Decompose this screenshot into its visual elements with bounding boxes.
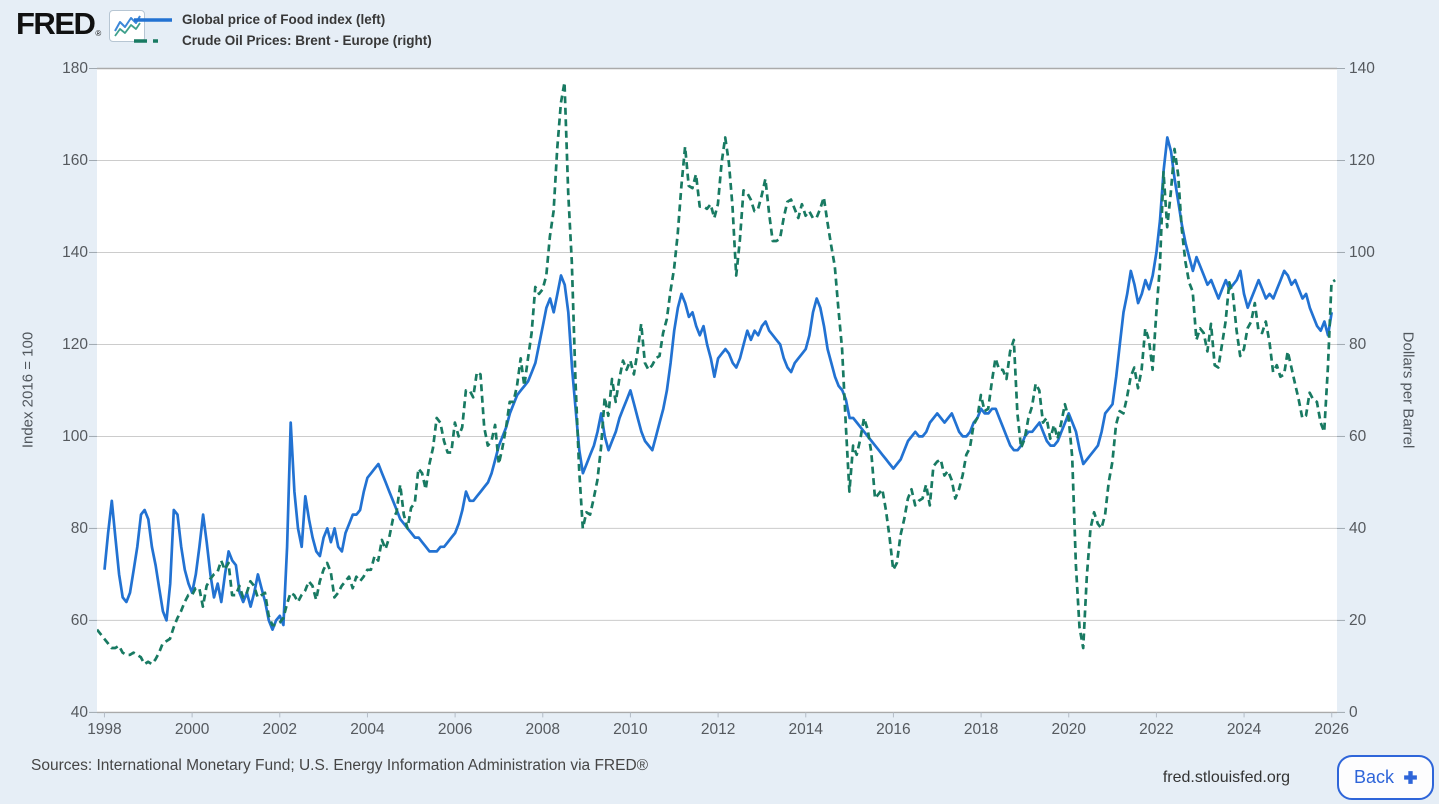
y-axis-left-tick-label: 120 bbox=[62, 335, 88, 353]
x-axis-tick-label: 1998 bbox=[87, 721, 122, 738]
y-axis-right-tick-label: 60 bbox=[1349, 427, 1367, 445]
y-axis-right-tick-label: 20 bbox=[1349, 611, 1367, 629]
y-axis-right-tick-label: 100 bbox=[1349, 243, 1375, 261]
back-button-label: Back bbox=[1353, 767, 1394, 787]
sources-text: Sources: International Monetary Fund; U.… bbox=[31, 757, 649, 774]
x-axis-tick-label: 2022 bbox=[1139, 721, 1174, 738]
x-axis-tick-label: 2012 bbox=[700, 721, 736, 738]
back-button[interactable]: Back bbox=[1336, 755, 1434, 800]
oil-series-line-swatch-icon bbox=[134, 38, 172, 43]
y-axis-right-title: Dollars per Barrel bbox=[1399, 331, 1417, 449]
fred-logo: FRED ® bbox=[16, 6, 146, 42]
y-axis-right-tick-label: 140 bbox=[1349, 60, 1375, 77]
y-axis-left-tick-label: 80 bbox=[70, 519, 88, 537]
x-axis-tick-label: 2010 bbox=[613, 721, 648, 738]
x-axis-tick-label: 2016 bbox=[876, 721, 911, 738]
exit-fullscreen-icon bbox=[1404, 771, 1417, 784]
legend-label-food: Global price of Food index (left) bbox=[182, 12, 386, 27]
legend-item-oil: Crude Oil Prices: Brent - Europe (right) bbox=[133, 30, 432, 51]
x-axis-tick-label: 2026 bbox=[1314, 721, 1349, 738]
x-axis-tick-label: 2006 bbox=[437, 721, 473, 738]
y-axis-left-tick-label: 60 bbox=[70, 611, 88, 629]
y-axis-left-tick-label: 160 bbox=[62, 151, 88, 169]
x-axis-tick-label: 2018 bbox=[963, 721, 999, 738]
x-axis-tick-label: 2000 bbox=[174, 721, 210, 738]
fred-logo-text: FRED bbox=[16, 6, 96, 41]
x-axis-tick-label: 2020 bbox=[1051, 721, 1086, 738]
x-axis-tick-label: 2004 bbox=[350, 721, 385, 738]
y-axis-left-title: Index 2016 = 100 bbox=[19, 331, 37, 449]
x-axis-tick-label: 2002 bbox=[262, 721, 297, 738]
legend-item-food: Global price of Food index (left) bbox=[133, 9, 432, 30]
food-series-line-swatch-icon bbox=[134, 17, 172, 22]
x-axis-tick-label: 2014 bbox=[788, 721, 823, 738]
y-axis-right-tick-label: 120 bbox=[1349, 151, 1375, 169]
chart-legend: Global price of Food index (left) Crude … bbox=[133, 9, 432, 51]
site-watermark: fred.stlouisfed.org bbox=[1162, 769, 1290, 786]
x-axis-tick-label: 2024 bbox=[1226, 721, 1262, 738]
legend-label-oil: Crude Oil Prices: Brent - Europe (right) bbox=[182, 33, 432, 48]
y-axis-left-tick-label: 180 bbox=[62, 60, 88, 77]
y-axis-left-tick-label: 40 bbox=[70, 703, 88, 721]
y-axis-left-tick-label: 100 bbox=[62, 427, 88, 445]
fred-logo-registered-mark: ® bbox=[95, 29, 102, 38]
y-axis-right-tick-label: 80 bbox=[1349, 335, 1367, 353]
y-axis-right-tick-label: 0 bbox=[1349, 703, 1358, 721]
x-axis-tick-label: 2008 bbox=[525, 721, 560, 738]
y-axis-left-tick-label: 140 bbox=[62, 243, 88, 261]
y-axis-right-tick-label: 40 bbox=[1349, 519, 1367, 537]
fred-logo-chart-icon bbox=[109, 10, 146, 42]
